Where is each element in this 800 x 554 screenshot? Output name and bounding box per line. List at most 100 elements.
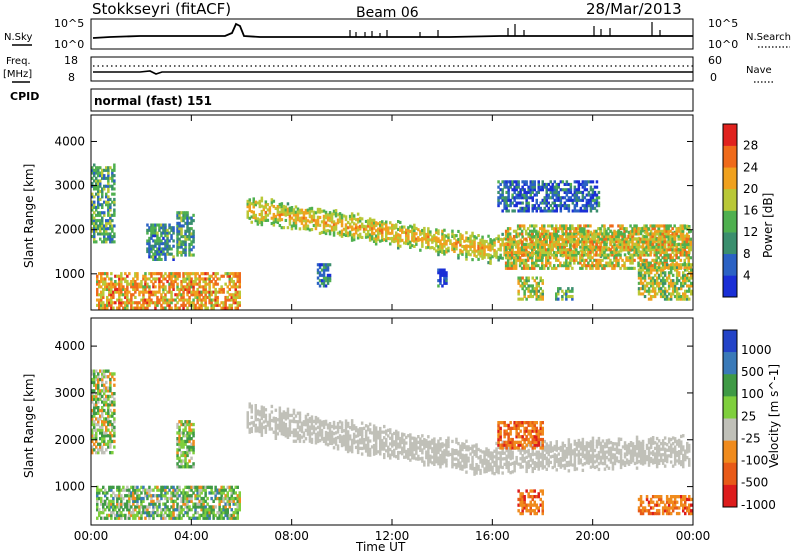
power-cell (103, 213, 106, 217)
cpid-label: CPID (10, 90, 39, 103)
velocity-cell (254, 423, 257, 427)
power-cell (111, 237, 114, 241)
velocity-cell (178, 505, 181, 509)
power-cell (284, 208, 288, 212)
power-cell (286, 210, 290, 214)
power-cell (192, 280, 195, 284)
power-cell (621, 242, 624, 246)
power-cell (537, 253, 540, 257)
power-cell (575, 250, 578, 254)
power-cell (280, 218, 284, 222)
power-cell (573, 196, 577, 200)
power-cell (459, 240, 462, 244)
power-cell (571, 289, 574, 293)
power-cell (100, 301, 103, 305)
velocity-cell (152, 499, 155, 503)
velocity-cell (120, 488, 123, 492)
power-cell (104, 272, 107, 276)
power-cell (565, 248, 568, 252)
power-cell (184, 248, 187, 252)
power-cell (603, 266, 606, 270)
power-cell (113, 166, 116, 170)
power-cell (533, 264, 536, 268)
power-cell (368, 222, 372, 226)
power-cell (443, 242, 446, 246)
power-cell (581, 209, 585, 213)
power-cell (102, 280, 105, 284)
power-cell (569, 240, 572, 244)
power-cell (525, 249, 528, 253)
velocity-cell (122, 496, 125, 501)
power-cell (264, 211, 268, 215)
power-cell (561, 188, 565, 192)
power-cell (643, 271, 647, 275)
power-cell (565, 264, 568, 268)
velocity-cell (180, 499, 183, 503)
power-cell (178, 272, 181, 276)
power-cell (663, 279, 667, 283)
power-cell (168, 223, 171, 227)
velocity-cell (206, 508, 209, 512)
power-cell (679, 253, 682, 257)
power-cell (166, 301, 169, 305)
power-cell (603, 250, 606, 254)
power-cell (599, 261, 602, 265)
power-cell (338, 220, 342, 224)
power-cell (520, 224, 524, 228)
velocity-cell (270, 404, 274, 409)
power-cell (519, 193, 522, 197)
power-cell (675, 281, 679, 285)
velocity-cell (148, 513, 151, 518)
power-cell (318, 207, 322, 211)
velocity-cell (202, 502, 205, 506)
power-cell (501, 238, 504, 242)
velocity-cell (236, 499, 239, 503)
power-cell (553, 227, 556, 231)
power-cell (547, 224, 550, 228)
power-cell (116, 274, 119, 278)
power-cell (520, 229, 524, 233)
power-cell (607, 253, 610, 257)
power-cell (111, 235, 114, 239)
power-cell (663, 242, 667, 246)
power-cell (531, 229, 534, 233)
velocity-cell (288, 427, 292, 432)
velocity-cell (98, 491, 101, 495)
power-cell (633, 253, 636, 257)
power-cell (684, 292, 687, 296)
power-cell (276, 220, 280, 224)
power-cell (545, 229, 548, 233)
power-cell (425, 235, 428, 239)
power-cell (194, 280, 197, 284)
power-cell (457, 229, 460, 233)
power-cell (621, 224, 624, 228)
power-cell (344, 233, 348, 237)
power-cell (553, 240, 556, 244)
velocity-cell (132, 499, 135, 503)
velocity-cell (216, 511, 219, 515)
power-cell (581, 196, 585, 200)
power-cell (551, 248, 554, 252)
power-cell (551, 237, 554, 241)
power-cell (503, 206, 506, 210)
power-cell (527, 206, 530, 210)
power-cell (268, 211, 272, 215)
power-cell (170, 285, 173, 289)
power-cell (661, 232, 664, 236)
power-cell (393, 224, 396, 228)
power-cell (647, 263, 651, 267)
velocity-cell (96, 516, 99, 520)
power-cell (152, 272, 155, 276)
power-cell (142, 274, 145, 278)
velocity-cell (194, 488, 197, 492)
power-cell (272, 220, 276, 224)
velocity-cell (158, 502, 161, 506)
power-cell (106, 287, 109, 291)
power-cell (523, 284, 526, 288)
power-cell (435, 230, 438, 234)
power-cell (493, 248, 496, 252)
power-cell (150, 280, 153, 284)
power-cell (537, 281, 540, 285)
power-cell (348, 225, 352, 229)
power-cell (507, 190, 510, 194)
